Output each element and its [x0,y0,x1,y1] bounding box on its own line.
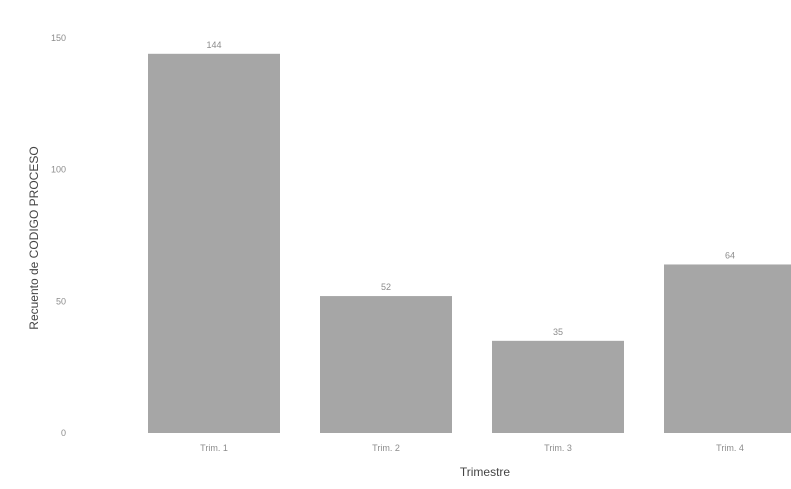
y-tick-label: 0 [61,428,66,438]
y-tick-label: 50 [56,296,66,306]
x-axis-categories: Trim. 1 Trim. 2 Trim. 3 Trim. 4 [200,443,744,453]
data-label: 52 [381,282,391,292]
y-tick-label: 150 [51,33,66,43]
bar [664,264,791,433]
bar [492,340,624,433]
x-category-label: Trim. 4 [716,443,744,453]
x-axis-title: Trimestre [460,465,511,479]
bars [148,53,791,434]
x-category-label: Trim. 2 [372,443,400,453]
bar [148,53,280,434]
data-label: 144 [206,40,221,50]
y-tick-label: 100 [51,165,66,175]
data-label: 64 [725,250,735,260]
x-category-label: Trim. 3 [544,443,572,453]
bar [320,296,452,433]
data-labels: 144 52 35 64 [206,40,735,337]
x-category-label: Trim. 1 [200,443,228,453]
y-axis-ticks: 0 50 100 150 [51,33,66,438]
y-axis-title: Recuento de CODIGO PROCESO [27,146,41,329]
data-label: 35 [553,327,563,337]
